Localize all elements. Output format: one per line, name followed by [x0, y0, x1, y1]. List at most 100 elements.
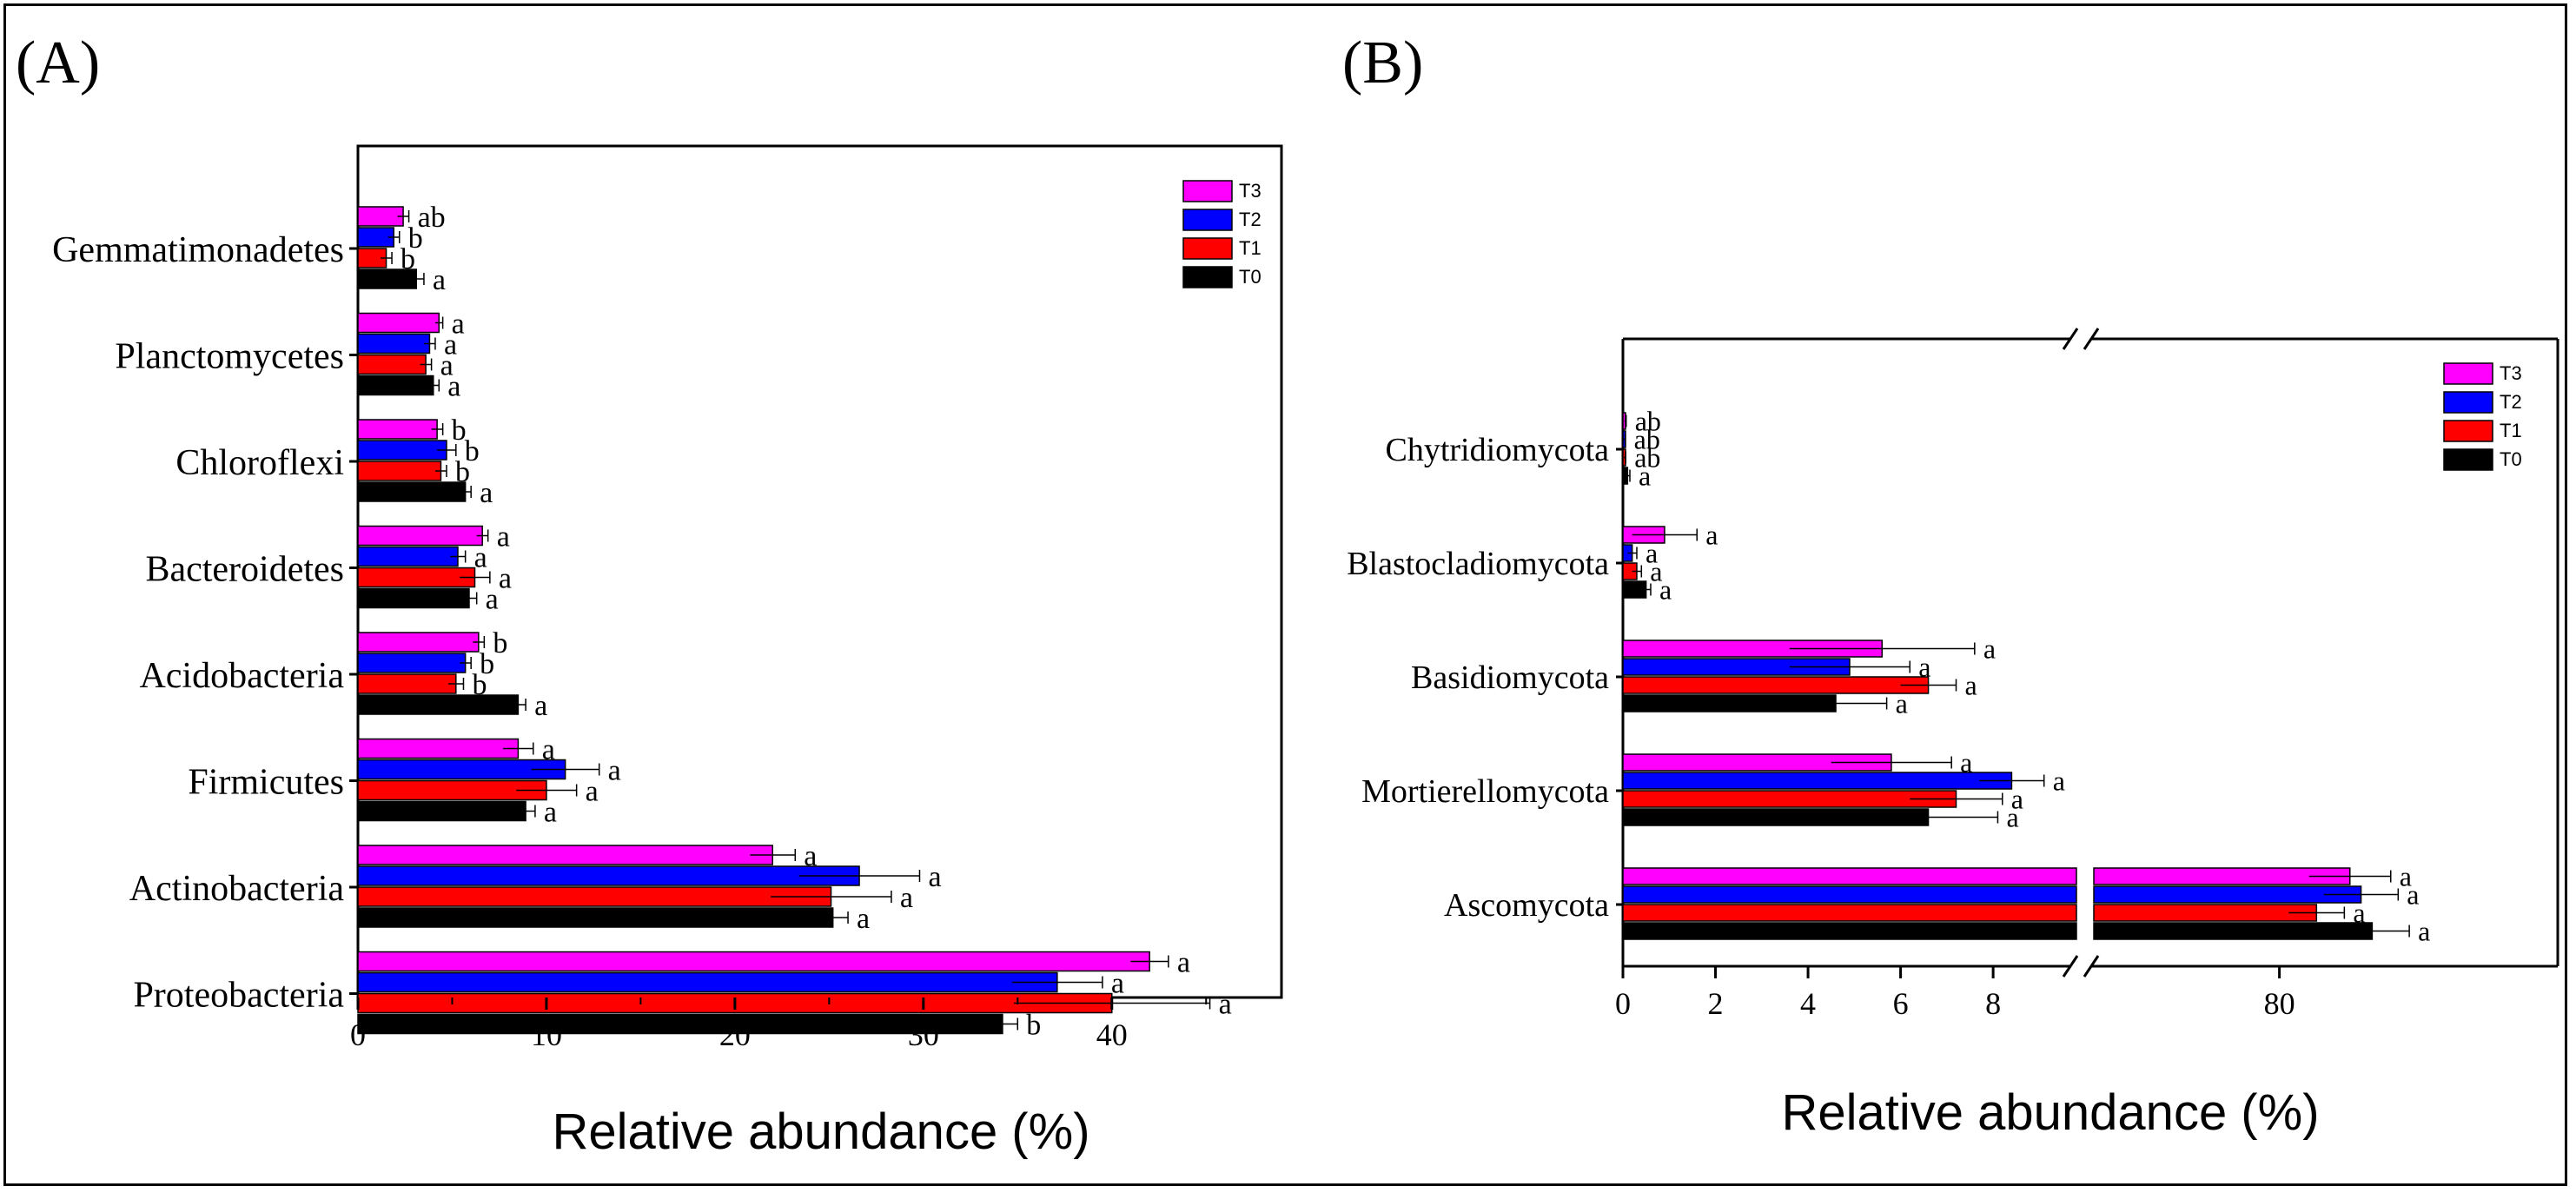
figure-frame [3, 3, 2567, 1186]
panel-b-xtick-label: 0 [1615, 986, 1631, 1021]
panel-a-significance-label: a [804, 840, 817, 872]
panel-a-significance-label: a [452, 308, 465, 341]
panel-a-xtick-label: 20 [719, 1017, 751, 1052]
panel-a-legend-swatch-t0 [1182, 266, 1233, 288]
panel-a-label: (A) [16, 30, 100, 96]
panel-a-significance-label: a [499, 563, 512, 595]
panel-b-xtick-label: 8 [1985, 986, 2001, 1021]
panel-a-xaxis-title: Relative abundance (%) [552, 1104, 1089, 1160]
panel-a-bar-t3-actinobacteria [357, 845, 774, 865]
panel-a-significance-label: a [497, 521, 510, 553]
panel-a-bar-t3-chloroflexi [357, 419, 438, 440]
panel-a-category-label-acidobacteria: Acidobacteria [139, 656, 344, 696]
panel-a-significance-label: b [465, 435, 480, 467]
panel-a-significance-label: b [452, 414, 467, 447]
panel-a-bar-t1-chloroflexi [357, 461, 442, 481]
panel-a-legend-label-t3: T3 [1239, 180, 1262, 202]
panel-a-significance-label: b [472, 669, 487, 701]
panel-a-bar-t3-planctomycetes [357, 312, 440, 334]
panel-b-legend-label-t3: T3 [2500, 362, 2522, 384]
panel-a-bar-t0-chloroflexi [357, 481, 467, 502]
panel-b-legend-swatch-t2 [2443, 391, 2493, 414]
panel-a-xtick-label: 30 [908, 1017, 939, 1052]
panel-a-category-label-proteobacteria: Proteobacteria [133, 976, 344, 1016]
panel-a-bar-t0-acidobacteria [357, 694, 520, 715]
panel-b-xaxis-title: Relative abundance (%) [1781, 1084, 2319, 1141]
panel-a-legend-label-t2: T2 [1239, 209, 1262, 230]
panel-b-category-label-chytridiomycota: Chytridiomycota [1385, 432, 1609, 468]
panel-b-xtick-label: 80 [2264, 986, 2295, 1021]
panel-b-bar-t1-mortierellomycota [1622, 790, 1957, 808]
panel-a-bar-t3-proteobacteria [357, 951, 1150, 972]
panel-b-chart: (B)ChytridiomycotaabababaBlastocladiomyc… [1342, 30, 2559, 1141]
panel-a-xtick-label: 0 [350, 1017, 366, 1052]
panel-a-significance-label: a [474, 542, 487, 574]
panel-b-bar-t2-ascomycota-cont [2093, 885, 2362, 904]
panel-a-legend-label-t0: T0 [1239, 266, 1262, 288]
panel-a-bar-t3-bacteroidetes [357, 525, 483, 547]
panel-b-axis-break-mark [2062, 955, 2079, 978]
panel-a-category-label-planctomycetes: Planctomycetes [115, 337, 344, 377]
panel-b-bar-t0-ascomycota-cont [2093, 922, 2374, 940]
panel-a-bar-t2-planctomycetes [357, 333, 431, 355]
panel-a-xtick-label: 40 [1096, 1017, 1128, 1052]
panel-a-significance-label: a [608, 755, 621, 787]
panel-a-bar-t0-gemmatimonadetes [357, 268, 418, 289]
panel-b-bar-t0-ascomycota [1622, 922, 2077, 940]
panel-b-legend-label-t1: T1 [2500, 420, 2522, 441]
panel-b-xtick-label: 6 [1893, 986, 1909, 1021]
panel-b-significance-label: a [1639, 461, 1651, 492]
panel-a-significance-label: b [408, 222, 423, 255]
panel-a-significance-label: a [480, 477, 493, 509]
panel-b-category-label-mortierellomycota: Mortierellomycota [1361, 773, 1609, 810]
panel-b-legend-swatch-t1 [2443, 420, 2493, 442]
panel-a-significance-label: a [534, 690, 547, 722]
panel-b-significance-label: a [1650, 556, 1662, 587]
panel-a-chart: (A)GemmatimonadetesabbbaPlanctomycetesaa… [16, 30, 1283, 1160]
panel-a-bar-t0-actinobacteria [357, 907, 834, 928]
panel-a-significance-label: b [455, 456, 470, 488]
panel-b-bar-t2-ascomycota [1622, 885, 2077, 904]
panel-b-significance-label: a [1646, 538, 1658, 569]
panel-a-bar-t2-chloroflexi [357, 440, 447, 461]
panel-a-legend-label-t1: T1 [1239, 237, 1262, 259]
panel-a-significance-label: b [401, 243, 415, 275]
panel-a-bar-t0-proteobacteria [357, 1013, 1003, 1035]
panel-b-bar-t2-mortierellomycota [1622, 772, 2013, 790]
panel-b-significance-label: ab [1634, 424, 1660, 455]
panel-a-significance-label: b [1026, 1010, 1041, 1042]
panel-a-bar-t2-bacteroidetes [357, 546, 459, 567]
panel-b-axis-break-mark [2062, 328, 2079, 350]
panel-a-bar-t1-actinobacteria [357, 886, 832, 907]
panel-a-significance-label: a [1219, 989, 1232, 1021]
panel-a-significance-label: a [1177, 947, 1190, 979]
panel-a-category-label-chloroflexi: Chloroflexi [175, 443, 344, 483]
panel-b-significance-label: a [1896, 688, 1908, 719]
panel-a-xtick-label: 10 [531, 1017, 562, 1052]
panel-a-category-label-firmicutes: Firmicutes [188, 763, 344, 803]
panel-a-bar-t1-planctomycetes [357, 354, 427, 375]
panel-a-significance-label: a [486, 584, 499, 616]
panel-a-significance-label: a [542, 734, 555, 766]
panel-b-significance-label: a [2400, 861, 2412, 892]
panel-b-significance-label: a [1659, 574, 1672, 606]
panel-a-legend-swatch-t3 [1182, 180, 1233, 202]
panel-b-category-label-basidiomycota: Basidiomycota [1411, 659, 1609, 696]
panel-a-bar-t3-firmicutes [357, 738, 520, 759]
panel-a-legend-swatch-t2 [1182, 209, 1233, 231]
panel-b-legend-label-t0: T0 [2500, 448, 2522, 470]
panel-b-bar-t1-ascomycota [1622, 904, 2077, 922]
panel-b-significance-label: a [2407, 879, 2419, 911]
panel-b-xtick-label: 2 [1708, 986, 1724, 1021]
panel-b-significance-label: a [1960, 747, 1972, 779]
panel-b-significance-label: a [2011, 784, 2023, 815]
panel-b-significance-label: a [1965, 670, 1977, 701]
panel-b-label: (B) [1342, 30, 1423, 96]
panel-a-significance-label: a [447, 371, 460, 403]
panel-a-bar-t0-planctomycetes [357, 374, 434, 396]
panel-b-significance-label: a [1705, 520, 1718, 551]
panel-a-bar-t1-bacteroidetes [357, 567, 476, 588]
panel-a-significance-label: a [928, 861, 941, 893]
panel-b-significance-label: a [1983, 633, 1996, 665]
